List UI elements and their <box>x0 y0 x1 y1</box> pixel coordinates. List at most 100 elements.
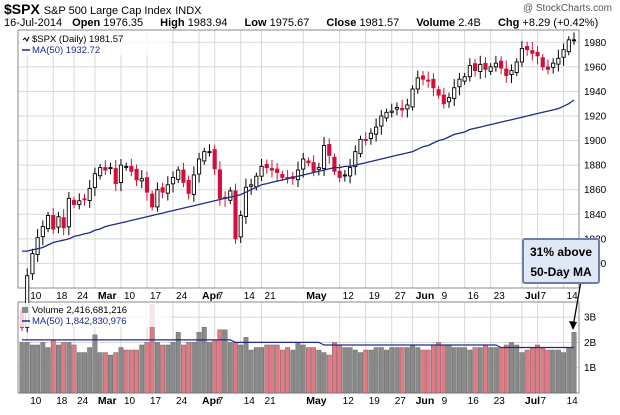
candle-body <box>457 78 462 88</box>
volume-bar <box>404 347 410 394</box>
volume-bar <box>139 344 145 394</box>
volume-bar <box>571 332 577 394</box>
volume-bar <box>566 347 572 394</box>
candle-body <box>431 78 436 89</box>
price-tick-label: 1840 <box>584 210 607 221</box>
volume-bar <box>19 342 25 394</box>
volume-bar <box>181 344 186 394</box>
volume-bar <box>207 342 212 394</box>
volume-bar <box>61 342 67 394</box>
volume-bar <box>300 344 306 394</box>
volume-bar <box>123 349 129 394</box>
candle <box>207 144 212 157</box>
volume-bar <box>97 352 103 394</box>
x-tick-label-bottom: 10 <box>124 396 136 407</box>
candle-body <box>269 168 275 171</box>
volume-bar <box>514 344 520 394</box>
candle <box>441 87 446 109</box>
candle <box>504 60 509 83</box>
candle-body <box>295 169 301 181</box>
candle-body <box>25 275 30 328</box>
candle <box>259 159 264 182</box>
callout-arrow-head <box>569 321 577 330</box>
x-tick-label-middle: 7 <box>541 291 547 302</box>
x-tick-label-middle: Apr <box>202 290 220 302</box>
candle <box>202 147 207 165</box>
candle <box>295 161 301 188</box>
x-tick-label-bottom: Apr <box>202 395 220 407</box>
candle-body <box>150 193 155 208</box>
price-tick-label: 1960 <box>584 62 607 73</box>
candle <box>368 128 373 145</box>
candle-body <box>374 126 379 135</box>
index-exchange: INDX <box>175 5 202 17</box>
price-grid <box>18 30 579 288</box>
candle <box>165 176 170 201</box>
candle <box>540 54 545 71</box>
candle <box>342 170 347 182</box>
volume-bar <box>410 344 415 394</box>
volume-bar <box>540 347 546 394</box>
candle-body <box>493 62 498 68</box>
candle-body <box>321 145 327 170</box>
candle-body <box>545 66 551 70</box>
x-tick-label-middle: 14 <box>244 291 256 302</box>
candle-body <box>51 215 56 230</box>
volume-bar <box>259 347 264 394</box>
candle <box>301 152 306 178</box>
volume-bar <box>154 342 160 394</box>
candle <box>525 41 530 56</box>
volume-bar <box>253 347 259 394</box>
volume-bar <box>285 347 290 394</box>
volume-bar <box>227 342 233 394</box>
symbol-title: $SPX S&P 500 Large Cap Index INDX <box>4 1 202 17</box>
candle <box>196 152 202 183</box>
volume-bar <box>87 347 93 394</box>
candle-body <box>134 168 139 181</box>
x-tick-label-middle: 10 <box>124 291 136 302</box>
candle <box>150 190 155 211</box>
symbol: $SPX <box>4 1 40 17</box>
candle <box>40 220 45 246</box>
x-tick-label-bottom: 24 <box>176 396 188 407</box>
volume-bar <box>108 354 113 394</box>
x-tick-label-bottom: 27 <box>395 396 407 407</box>
candle <box>561 43 566 66</box>
low-value: 1975.67 <box>269 17 310 29</box>
volume-legend-bg <box>20 303 170 327</box>
candle <box>275 162 280 182</box>
volume-bar <box>321 352 327 394</box>
x-tick-label-middle: 23 <box>494 291 506 302</box>
candle <box>353 145 358 176</box>
volume-bar <box>128 349 134 394</box>
candle <box>446 92 452 108</box>
candle <box>51 208 56 234</box>
volume-bar <box>50 339 56 394</box>
candle-body <box>301 158 306 170</box>
candle-body <box>358 138 363 155</box>
volume-bar <box>363 349 369 394</box>
volume-bar <box>311 347 317 394</box>
candle-body <box>405 104 410 110</box>
x-tick-label-bottom: 16 <box>468 396 480 407</box>
candle-body <box>35 237 40 256</box>
candle-body <box>499 60 504 69</box>
x-tick-label-bottom: 10 <box>30 396 42 407</box>
price-ma50-line <box>22 99 575 252</box>
x-tick-label-middle: May <box>306 290 327 302</box>
candle <box>92 167 97 197</box>
candle <box>499 56 504 75</box>
candle-body <box>118 164 124 184</box>
candle <box>87 179 92 208</box>
candles <box>19 32 577 333</box>
x-tick-label-middle: 24 <box>77 291 89 302</box>
volume-bar <box>337 344 343 394</box>
volume-bar <box>92 334 98 394</box>
candle-body <box>530 50 535 54</box>
volume-bar <box>368 349 374 394</box>
candle <box>108 162 113 175</box>
candle <box>410 85 415 111</box>
candle-body <box>124 165 129 168</box>
candle <box>56 211 61 234</box>
